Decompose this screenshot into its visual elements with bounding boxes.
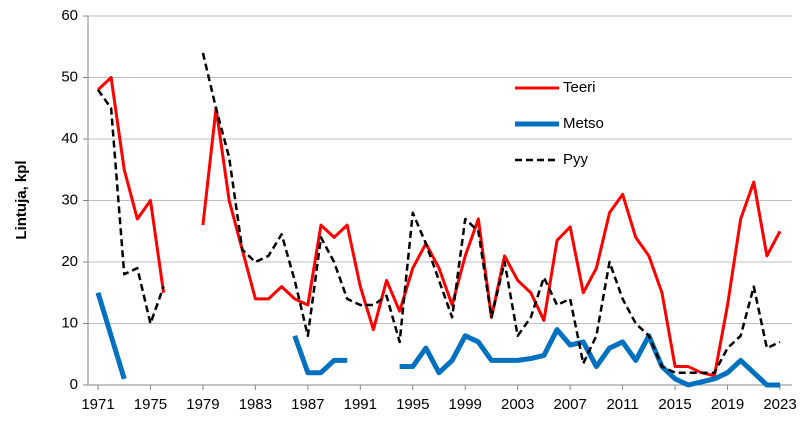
series-line xyxy=(96,76,782,378)
y-tick-label: 20 xyxy=(61,253,78,270)
series-line xyxy=(96,52,781,374)
x-tick-label: 1971 xyxy=(81,396,114,413)
x-tick-label: 1987 xyxy=(291,396,324,413)
x-tick-label: 1995 xyxy=(396,396,429,413)
x-tick-label: 2011 xyxy=(606,396,638,413)
x-tick-label: 1975 xyxy=(134,396,167,413)
x-tick-label: 2007 xyxy=(553,396,586,413)
y-tick-label: 40 xyxy=(61,130,78,147)
y-tick-label: 50 xyxy=(61,68,78,85)
y-tick-label: 60 xyxy=(61,7,78,24)
x-tick-label: 2015 xyxy=(658,396,691,413)
y-tick-label: 0 xyxy=(70,376,78,393)
x-tick-label: 1983 xyxy=(239,396,272,413)
series-line xyxy=(95,292,780,388)
legend-label: Teeri xyxy=(563,79,596,96)
x-tick-label: 1999 xyxy=(449,396,482,413)
x-tick-label: 1991 xyxy=(344,396,377,413)
x-tick-label: 1979 xyxy=(186,396,219,413)
y-tick-label: 30 xyxy=(61,191,78,208)
x-tick-label: 2003 xyxy=(501,396,534,413)
legend-label: Pyy xyxy=(563,151,589,168)
y-axis-label: Lintuja, kpl xyxy=(13,160,30,239)
x-tick-label: 2023 xyxy=(763,396,796,413)
x-tick-label: 2019 xyxy=(711,396,744,413)
legend-label: Metso xyxy=(563,115,604,132)
y-tick-label: 10 xyxy=(61,314,78,331)
